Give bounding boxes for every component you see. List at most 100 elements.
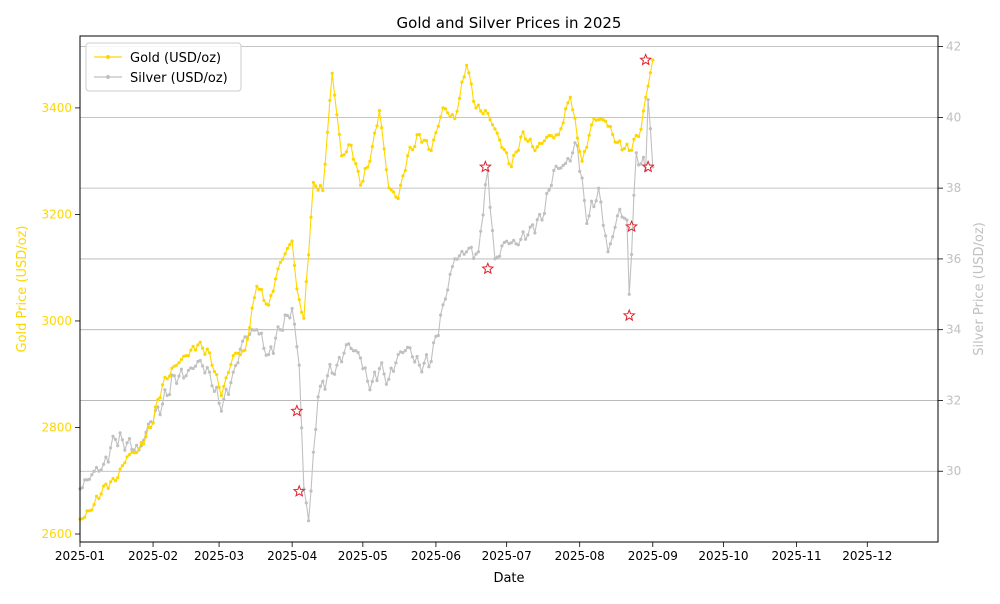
x-tick-label: 2025-09 <box>628 549 678 563</box>
gold-point <box>396 196 400 201</box>
silver-point <box>490 229 495 233</box>
silver-series <box>78 98 655 523</box>
gold-point <box>184 354 188 358</box>
silver-point <box>625 218 629 222</box>
silver-point <box>538 212 542 217</box>
gold-point <box>344 150 348 154</box>
gold-anomaly-marker <box>622 308 636 322</box>
gold-point <box>627 148 631 153</box>
gold-point <box>347 143 351 147</box>
gold-point <box>94 494 99 498</box>
silver-point <box>132 448 136 452</box>
gold-point <box>234 351 238 355</box>
silver-point <box>566 157 570 161</box>
gold-point <box>189 348 193 352</box>
silver-point <box>375 379 379 383</box>
silver-point <box>231 370 235 374</box>
gold-point <box>641 109 646 113</box>
gold-point <box>356 169 360 173</box>
silver-point <box>300 426 304 430</box>
gold-point <box>205 347 209 351</box>
gold-point <box>521 130 525 134</box>
silver-point <box>615 214 620 218</box>
gold-point <box>509 164 513 169</box>
gold-point <box>335 113 339 117</box>
gold-anomaly-marker <box>292 484 306 497</box>
silver-point <box>94 465 99 470</box>
gold-point <box>604 119 608 123</box>
gold-point <box>375 124 379 128</box>
gold-point <box>295 287 299 291</box>
gold-point <box>210 363 214 367</box>
silver-line <box>79 99 654 521</box>
silver-point <box>179 367 183 371</box>
silver-point <box>403 349 407 353</box>
gold-point <box>278 260 282 264</box>
silver-point <box>87 477 91 481</box>
gold-point <box>457 96 462 100</box>
silver-point <box>219 409 223 413</box>
silver-anomaly-marker <box>478 160 493 173</box>
silver-point <box>387 377 391 381</box>
silver-point <box>366 379 370 383</box>
x-tick-label: 2025-01 <box>55 549 105 563</box>
gold-point <box>229 362 233 367</box>
silver-y-tick-label: 40 <box>946 110 961 124</box>
gold-point <box>455 109 459 113</box>
silver-y-tick-label: 42 <box>946 40 961 54</box>
silver-point <box>523 237 528 241</box>
gold-point <box>465 63 469 67</box>
silver-point <box>389 366 393 370</box>
silver-point <box>545 191 549 196</box>
gold-point <box>556 132 561 137</box>
gold-point <box>566 101 570 105</box>
silver-point <box>274 336 278 340</box>
gold-point <box>135 450 139 455</box>
gold-point <box>533 148 537 153</box>
silver-point <box>271 351 275 355</box>
silver-point <box>406 345 410 349</box>
gold-point <box>116 476 120 480</box>
gold-point <box>354 162 358 166</box>
silver-point <box>500 244 504 248</box>
silver-point <box>424 353 429 357</box>
gold-point <box>406 154 410 158</box>
silver-point <box>465 250 469 254</box>
gold-point <box>547 133 551 138</box>
gold-point <box>80 517 84 521</box>
gold-point <box>177 361 181 365</box>
silver-point <box>597 186 601 190</box>
legend: Gold (USD/oz) Silver (USD/oz) <box>85 42 242 92</box>
silver-point <box>347 342 351 346</box>
silver-point <box>226 392 231 396</box>
gold-point <box>316 188 320 192</box>
silver-point <box>205 366 209 370</box>
gold-point <box>182 354 186 358</box>
gold-point <box>479 109 483 113</box>
gold-point <box>568 95 572 99</box>
gold-point <box>318 183 322 188</box>
gold-point <box>151 421 155 425</box>
gold-point <box>208 351 212 355</box>
gold-point <box>410 148 414 152</box>
silver-point <box>80 486 84 490</box>
gold-point <box>99 492 103 496</box>
gold-anomaly-marker <box>624 219 639 233</box>
gold-point <box>587 133 591 137</box>
silver-point <box>172 374 176 378</box>
gold-point <box>262 298 266 302</box>
gold-point <box>302 316 306 320</box>
silver-point <box>382 372 386 376</box>
silver-point <box>165 393 169 398</box>
silver-point <box>573 141 577 145</box>
x-tick-label: 2025-05 <box>338 549 388 563</box>
gold-point <box>632 137 636 141</box>
silver-point <box>368 388 372 392</box>
legend-box <box>85 42 242 92</box>
silver-point <box>559 166 563 170</box>
silver-point <box>333 372 337 376</box>
gold-point <box>373 131 377 135</box>
silver-point <box>307 519 311 523</box>
silver-point <box>191 366 195 371</box>
